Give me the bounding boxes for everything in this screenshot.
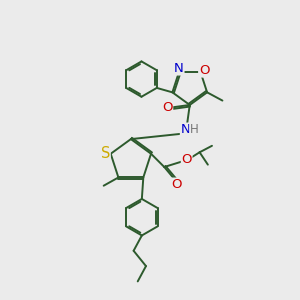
Text: H: H [190,123,199,136]
Text: S: S [101,146,110,161]
Text: O: O [199,64,209,77]
Text: O: O [171,178,181,191]
Text: O: O [182,153,192,166]
Text: N: N [181,123,190,136]
Text: O: O [162,101,172,114]
Text: N: N [174,62,184,75]
